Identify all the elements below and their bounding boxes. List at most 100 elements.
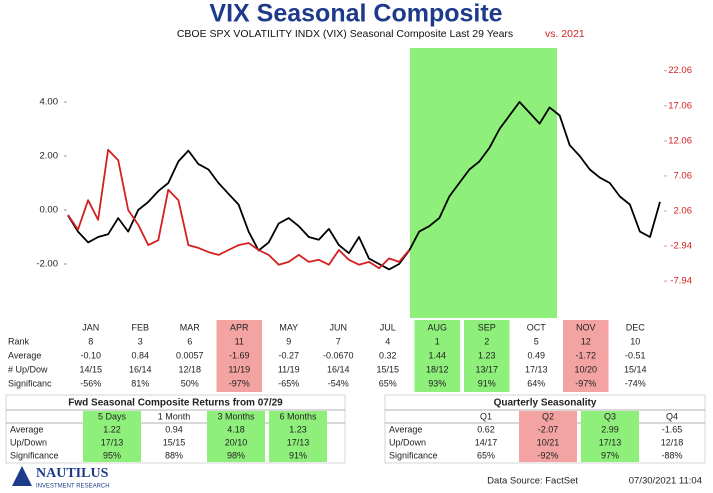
table-frame: [5, 394, 346, 464]
row-label: Average: [8, 350, 41, 360]
cell: -2.07: [538, 424, 559, 434]
column-highlight: [464, 320, 510, 392]
chart-title: VIX Seasonal Composite: [209, 0, 502, 28]
series-line: [67, 101, 661, 271]
column-header: 6 Months: [279, 411, 317, 421]
logo: NAUTILUS: [36, 466, 109, 481]
table-title: Fwd Seasonal Composite Returns from 07/2…: [68, 398, 283, 409]
y-tick-label: 2.00: [40, 151, 59, 162]
cell: 91%: [289, 450, 307, 460]
y-tick-label: 0.00: [40, 205, 59, 216]
logo-sub: INVESTMENT RESEARCH: [36, 484, 110, 490]
column-header: APR: [230, 322, 249, 332]
y2-tick-label: -2.94: [670, 241, 692, 252]
row-label: Up/Down: [389, 437, 426, 447]
cell: 10: [630, 336, 640, 346]
row-label: Significanc: [8, 378, 52, 388]
cell: -1.65: [662, 424, 683, 434]
column-header: MAR: [180, 322, 201, 332]
row-label: Rank: [8, 336, 30, 346]
cell: -97%: [575, 378, 596, 388]
cell: -0.0670: [323, 350, 354, 360]
cell: 64%: [527, 378, 545, 388]
cell: 98%: [227, 450, 245, 460]
cell: 11: [235, 336, 244, 346]
cell: 15/14: [624, 364, 647, 374]
cell: -1.69: [229, 350, 250, 360]
cell: 10/21: [537, 437, 560, 447]
cell: 65%: [477, 450, 495, 460]
cell: 1.23: [289, 424, 307, 434]
row-label: Significance: [389, 450, 438, 460]
column-header: 3 Months: [217, 411, 255, 421]
y2-tick-label: 2.06: [674, 205, 693, 216]
cell: 91%: [478, 378, 496, 388]
column-header: 5 Days: [98, 411, 127, 421]
cell: 1: [435, 336, 440, 346]
column-header: Q3: [604, 411, 616, 421]
cell: 15/15: [376, 364, 399, 374]
cell: 14/15: [79, 364, 102, 374]
cell: 93%: [428, 378, 446, 388]
cell: 4.18: [227, 424, 245, 434]
cell: 50%: [181, 378, 199, 388]
row-label: # Up/Dow: [8, 364, 48, 374]
y-tick-label: -2.00: [36, 259, 58, 270]
cell: -54%: [328, 378, 349, 388]
column-header: SEP: [478, 322, 496, 332]
column-highlight: [519, 411, 577, 462]
data-source: Data Source: FactSet: [487, 476, 578, 487]
chart-subtitle: CBOE SPX VOLATILITY INDX (VIX) Seasonal …: [177, 28, 513, 40]
table-frame: [384, 394, 706, 464]
cell: 14/17: [475, 437, 498, 447]
column-header: MAY: [279, 322, 298, 332]
column-header: JUN: [330, 322, 348, 332]
row-label: Average: [10, 424, 43, 434]
cell: 0.0057: [176, 350, 204, 360]
column-header: 1 Month: [158, 411, 191, 421]
cell: 3: [138, 336, 143, 346]
cell: 15/15: [163, 437, 186, 447]
row-label: Average: [389, 424, 422, 434]
column-highlight: [207, 411, 265, 462]
footer: NAUTILUS INVESTMENT RESEARCH Data Source…: [12, 466, 702, 490]
cell: 17/13: [287, 437, 310, 447]
cell: 4: [385, 336, 390, 346]
cell: 17/13: [101, 437, 124, 447]
cell: -0.27: [278, 350, 299, 360]
cell: 0.84: [131, 350, 149, 360]
column-header: Q2: [542, 411, 554, 421]
column-header: DEC: [626, 322, 646, 332]
column-header: OCT: [527, 322, 547, 332]
y2-tick-label: 12.06: [668, 135, 692, 146]
cell: 5: [534, 336, 539, 346]
subtitle-note: vs. 2021: [545, 28, 585, 40]
column-highlight: [563, 320, 609, 392]
cell: 16/14: [327, 364, 350, 374]
column-highlight: [581, 411, 639, 462]
cell: 0.62: [477, 424, 495, 434]
y-tick-label: 4.00: [40, 97, 59, 108]
cell: 88%: [165, 450, 183, 460]
cell: 16/14: [129, 364, 152, 374]
cell: 11/19: [228, 364, 250, 374]
cell: 12/18: [178, 364, 201, 374]
column-highlight: [269, 411, 327, 462]
cell: -97%: [229, 378, 250, 388]
cell: -74%: [625, 378, 646, 388]
column-header: AUG: [427, 322, 447, 332]
cell: 13/17: [475, 364, 498, 374]
column-highlight: [216, 320, 262, 392]
cell: 0.94: [165, 424, 183, 434]
cell: -88%: [661, 450, 682, 460]
y2-tick-label: -7.94: [670, 276, 692, 287]
cell: 12/18: [661, 437, 684, 447]
y2-tick-label: 22.06: [668, 65, 692, 76]
cell: 18/12: [426, 364, 449, 374]
cell: 95%: [103, 450, 121, 460]
cell: 10/20: [574, 364, 597, 374]
cell: 97%: [601, 450, 619, 460]
cell: 8: [88, 336, 93, 346]
cell: 6: [187, 336, 192, 346]
